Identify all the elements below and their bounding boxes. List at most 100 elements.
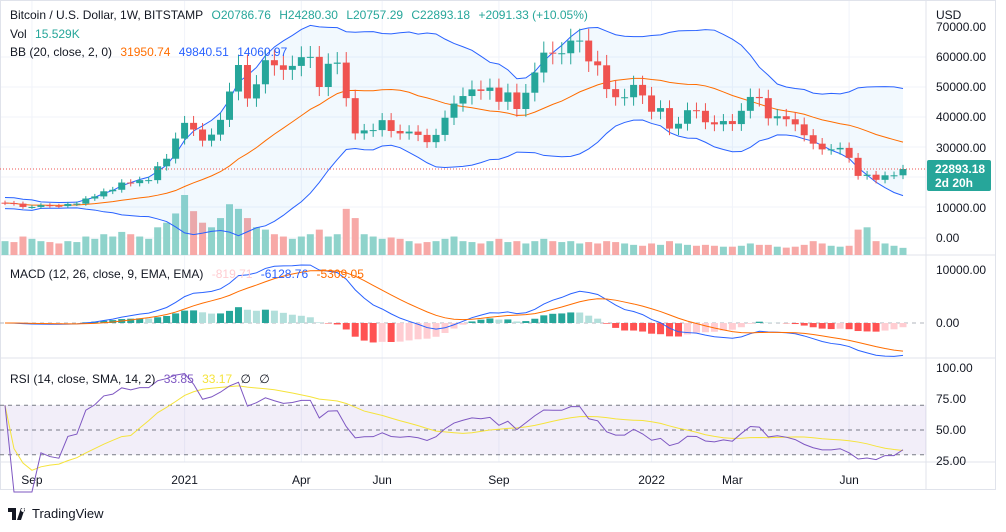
macd-histogram-bar <box>495 319 503 323</box>
volume-bar <box>181 195 189 255</box>
macd-histogram-bar <box>692 323 700 333</box>
rsi-label[interactable]: RSI (14, close, SMA, 14, 2) <box>10 372 156 386</box>
volume-bar <box>603 241 611 255</box>
macd-histogram-bar <box>755 321 763 323</box>
macd-histogram-bar <box>261 309 269 323</box>
volume-value: 15.529K <box>35 27 80 41</box>
macd-histogram-bar <box>827 323 835 330</box>
time-axis-label: Apr <box>292 473 311 487</box>
tradingview-logo[interactable]: TradingView <box>8 506 104 521</box>
volume-bar <box>234 208 242 255</box>
volume-bar <box>172 213 180 255</box>
candle-body <box>468 89 476 97</box>
volume-bar <box>297 236 305 255</box>
candle-body <box>746 96 754 111</box>
candle-body <box>737 110 745 125</box>
volume-bar <box>791 246 799 255</box>
macd-histogram-bar <box>243 309 251 323</box>
candle-body <box>612 89 620 98</box>
candle-body <box>154 166 162 181</box>
macd-histogram-bar <box>217 313 225 323</box>
volume-bar <box>387 237 395 255</box>
candle-body <box>881 175 889 180</box>
candle-body <box>450 103 458 118</box>
macd-histogram-bar <box>199 312 207 323</box>
last-price-label: 22893.18 2d 20h <box>927 160 991 191</box>
volume-label[interactable]: Vol <box>10 27 27 41</box>
candle-body <box>540 52 548 73</box>
candle-body <box>719 121 727 125</box>
volume-bar <box>243 218 251 255</box>
volume-bar <box>37 241 45 255</box>
macd-histogram-bar <box>306 317 314 323</box>
time-axis-label: 2021 <box>171 473 198 487</box>
candle-body <box>10 203 18 205</box>
volume-bar <box>710 245 718 255</box>
axis-tick-label: 50.00 <box>936 423 967 437</box>
time-axis-label: Jun <box>372 473 391 487</box>
volume-bar <box>10 242 18 255</box>
candle-body <box>324 63 332 87</box>
candle-body <box>567 40 575 54</box>
candle-body <box>531 72 539 93</box>
macd-histogram-bar <box>100 320 108 323</box>
macd-histogram-bar <box>297 315 305 323</box>
candle-body <box>252 84 260 99</box>
candle-body <box>118 182 126 190</box>
volume-bar <box>621 243 629 255</box>
volume-bar <box>378 238 386 255</box>
currency-label[interactable]: USD <box>936 8 962 22</box>
volume-bar <box>109 236 117 255</box>
macd-histogram-bar <box>836 323 844 329</box>
candle-body <box>64 203 72 207</box>
macd-histogram-bar <box>172 313 180 323</box>
macd-histogram-bar <box>621 323 629 331</box>
candle-body <box>73 203 81 205</box>
candle-body <box>863 174 871 176</box>
candle-body <box>288 65 296 70</box>
axis-tick-label: 70000.00 <box>936 20 987 35</box>
candle-body <box>800 124 808 136</box>
volume-bar <box>1 241 9 255</box>
macd-histogram-bar <box>154 317 162 323</box>
volume-bar <box>360 234 368 255</box>
time-axis-label: Sep <box>21 473 43 487</box>
volume-bar <box>450 236 458 255</box>
candle-body <box>755 96 763 99</box>
macd-histogram-bar <box>468 321 476 323</box>
candle-body <box>836 147 844 150</box>
candle-body <box>890 175 898 177</box>
volume-bar <box>145 238 153 255</box>
macd-histogram-bar <box>396 323 404 342</box>
volume-bar <box>576 243 584 255</box>
candle-body <box>234 64 242 92</box>
volume-bar <box>217 218 225 255</box>
macd-histogram-bar <box>145 318 153 323</box>
macd-histogram-bar <box>252 310 260 323</box>
volume-bar <box>836 246 844 255</box>
volume-bar <box>405 241 413 255</box>
candle-body <box>396 131 404 134</box>
macd-histogram-bar <box>522 321 530 323</box>
volume-bar <box>46 242 54 255</box>
volume-bar <box>441 238 449 255</box>
macd-histogram-bar <box>136 318 144 323</box>
bb-label[interactable]: BB (20, close, 2, 0) <box>10 45 113 59</box>
candle-body <box>190 122 198 130</box>
ohlc-low: L20757.29 <box>346 8 404 22</box>
candle-body <box>701 110 709 123</box>
volume-bar <box>540 238 548 255</box>
volume-bar <box>612 242 620 255</box>
volume-bar <box>531 241 539 255</box>
symbol-title[interactable]: Bitcoin / U.S. Dollar, 1W, BITSTAMP <box>10 8 204 22</box>
macd-histogram-bar <box>603 323 611 324</box>
macd-label[interactable]: MACD (12, 26, close, 9, EMA, EMA) <box>10 267 204 281</box>
candle-body <box>109 189 117 192</box>
rsi-value: 33.85 <box>163 372 194 386</box>
candle-body <box>710 122 718 125</box>
volume-bar <box>719 246 727 255</box>
macd-histogram-bar <box>414 323 422 340</box>
macd-histogram-bar <box>809 323 817 328</box>
